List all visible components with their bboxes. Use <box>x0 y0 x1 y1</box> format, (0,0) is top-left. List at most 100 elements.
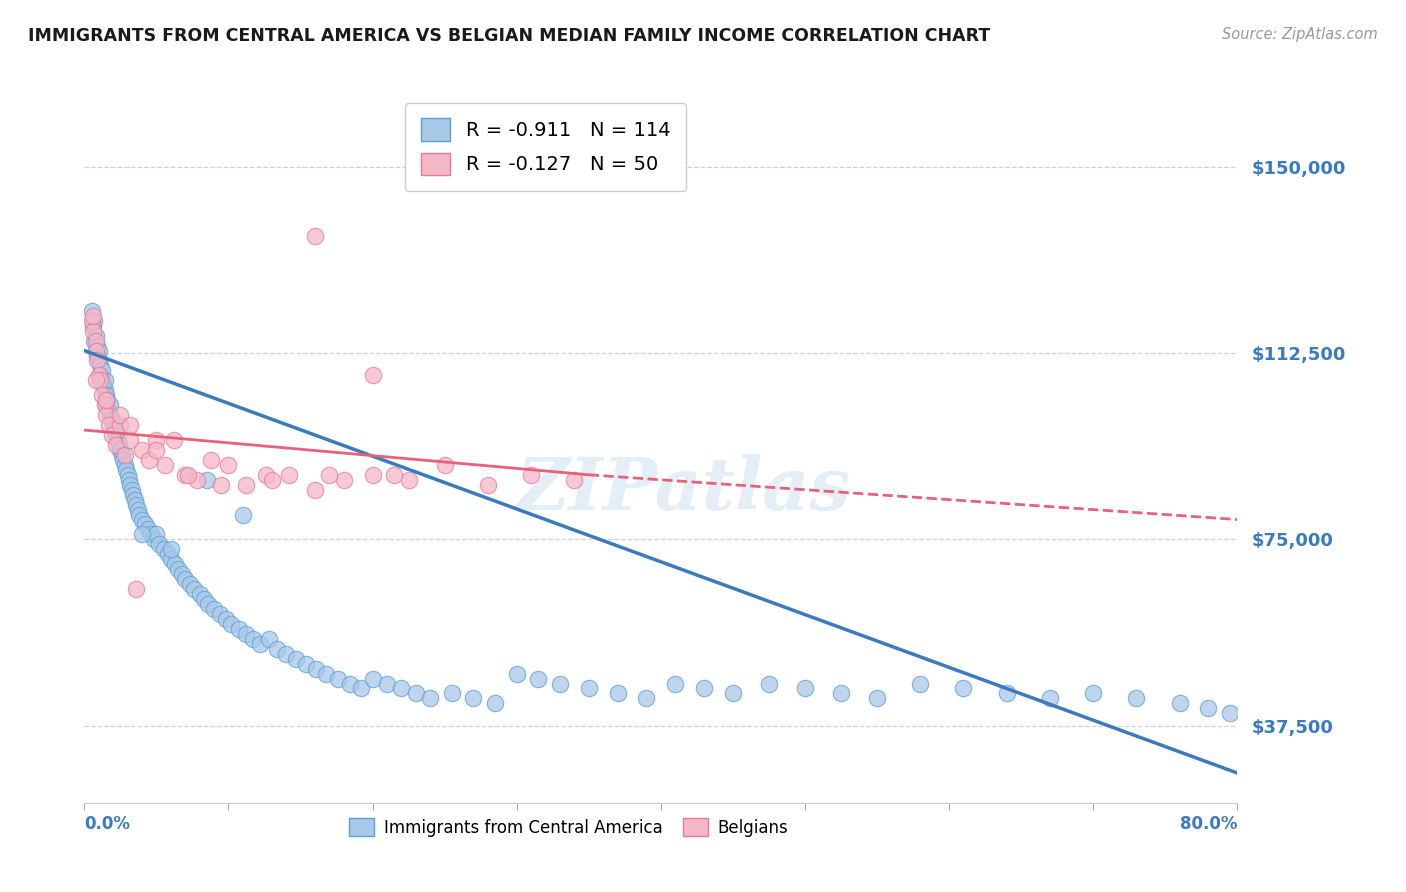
Point <box>564 473 586 487</box>
Point <box>98 408 121 422</box>
Point <box>131 527 153 541</box>
Point <box>209 477 232 491</box>
Point <box>995 686 1018 700</box>
Point <box>87 353 110 368</box>
Point <box>200 453 222 467</box>
Point <box>139 527 162 541</box>
Point <box>506 666 529 681</box>
Point <box>295 657 318 671</box>
Point <box>134 517 156 532</box>
Point <box>326 672 349 686</box>
Point <box>276 647 298 661</box>
Point <box>527 672 550 686</box>
Point <box>433 458 456 472</box>
Point <box>186 473 208 487</box>
Point <box>82 318 104 333</box>
Point <box>910 676 932 690</box>
Point <box>80 314 103 328</box>
Point <box>221 616 243 631</box>
Point <box>93 398 115 412</box>
Point <box>315 666 337 681</box>
Point <box>693 681 716 696</box>
Text: IMMIGRANTS FROM CENTRAL AMERICA VS BELGIAN MEDIAN FAMILY INCOME CORRELATION CHAR: IMMIGRANTS FROM CENTRAL AMERICA VS BELGI… <box>28 27 990 45</box>
Point <box>636 691 658 706</box>
Point <box>84 343 107 358</box>
Point <box>163 433 186 447</box>
Point <box>110 408 132 422</box>
Point <box>145 433 167 447</box>
Point <box>160 552 183 566</box>
Point <box>84 334 107 348</box>
Point <box>120 477 142 491</box>
Point <box>142 533 165 547</box>
Point <box>121 483 143 497</box>
Point <box>202 602 225 616</box>
Point <box>1039 691 1062 706</box>
Point <box>361 467 384 482</box>
Point <box>108 438 131 452</box>
Point <box>172 567 194 582</box>
Point <box>721 686 744 700</box>
Point <box>100 428 122 442</box>
Point <box>156 547 179 561</box>
Point <box>440 686 463 700</box>
Point <box>120 433 142 447</box>
Point <box>197 597 219 611</box>
Point <box>86 338 108 352</box>
Point <box>97 403 120 417</box>
Point <box>214 612 236 626</box>
Point <box>138 453 160 467</box>
Point <box>952 681 974 696</box>
Text: ZIPatlas: ZIPatlas <box>517 454 851 525</box>
Point <box>125 498 148 512</box>
Point <box>520 467 543 482</box>
Point <box>350 681 373 696</box>
Point <box>179 577 201 591</box>
Point <box>257 632 280 646</box>
Point <box>93 384 115 398</box>
Point <box>305 662 328 676</box>
Point <box>361 672 384 686</box>
Point <box>80 303 103 318</box>
Point <box>114 448 136 462</box>
Point <box>91 378 114 392</box>
Point <box>578 681 600 696</box>
Point <box>125 582 148 596</box>
Point <box>94 398 117 412</box>
Point <box>188 587 211 601</box>
Point <box>1198 701 1220 715</box>
Point <box>254 467 277 482</box>
Point <box>111 448 134 462</box>
Point <box>86 353 108 368</box>
Point <box>405 686 427 700</box>
Point <box>112 453 135 467</box>
Point <box>304 483 326 497</box>
Point <box>165 558 187 572</box>
Point <box>87 343 110 358</box>
Point <box>100 413 122 427</box>
Point <box>235 477 257 491</box>
Point <box>1168 697 1191 711</box>
Point <box>375 676 398 690</box>
Point <box>830 686 852 700</box>
Point <box>160 542 183 557</box>
Point <box>122 488 145 502</box>
Point <box>249 637 271 651</box>
Point <box>124 492 146 507</box>
Point <box>84 343 107 358</box>
Point <box>794 681 817 696</box>
Point <box>318 467 340 482</box>
Point <box>94 393 117 408</box>
Point <box>117 467 139 482</box>
Point <box>84 328 107 343</box>
Point <box>94 408 117 422</box>
Point <box>152 542 174 557</box>
Text: Source: ZipAtlas.com: Source: ZipAtlas.com <box>1222 27 1378 42</box>
Point <box>83 314 105 328</box>
Point <box>107 433 129 447</box>
Point <box>120 418 142 433</box>
Point <box>235 627 257 641</box>
Point <box>285 651 308 665</box>
Point <box>98 398 121 412</box>
Point <box>96 393 118 408</box>
